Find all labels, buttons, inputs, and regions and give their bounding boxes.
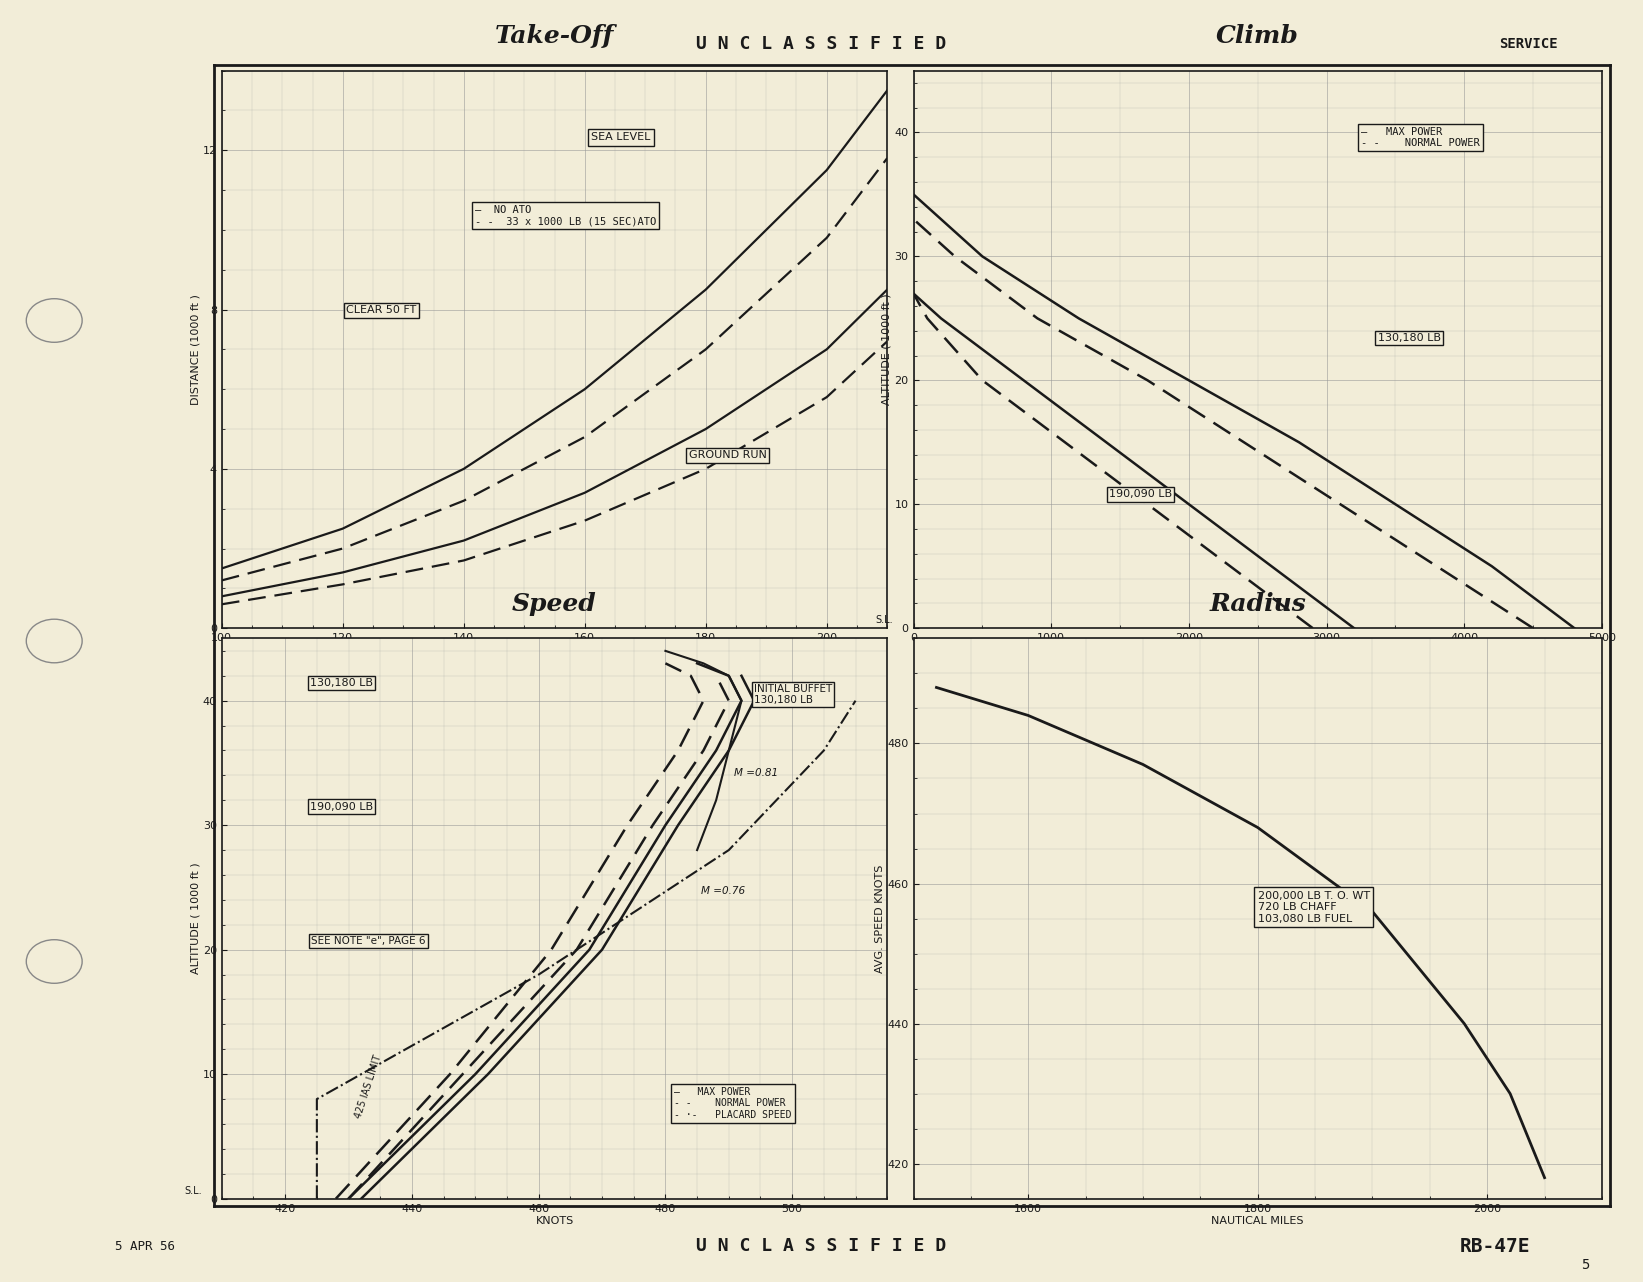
Text: 130,180 LB: 130,180 LB bbox=[311, 678, 373, 688]
Text: —  NO ATO
- -  33 x 1000 LB (15 SEC)ATO: — NO ATO - - 33 x 1000 LB (15 SEC)ATO bbox=[475, 205, 656, 227]
Text: 130,180 LB: 130,180 LB bbox=[1378, 333, 1441, 344]
Text: —   MAX POWER
- -    NORMAL POWER
- ·-   PLACARD SPEED: — MAX POWER - - NORMAL POWER - ·- PLACAR… bbox=[674, 1087, 792, 1120]
Text: SERVICE: SERVICE bbox=[1498, 37, 1558, 50]
X-axis label: KNOTS: KNOTS bbox=[536, 1217, 573, 1227]
Y-axis label: ALTITUDE ( 1000 ft ): ALTITUDE ( 1000 ft ) bbox=[191, 863, 200, 974]
Text: S.L.: S.L. bbox=[184, 1186, 202, 1196]
Text: 190,090 LB: 190,090 LB bbox=[311, 801, 373, 812]
Text: Radius: Radius bbox=[1209, 592, 1306, 617]
Text: U N C L A S S I F I E D: U N C L A S S I F I E D bbox=[697, 35, 946, 53]
Text: GROUND RUN: GROUND RUN bbox=[688, 450, 766, 460]
Text: 425 IAS LIMIT: 425 IAS LIMIT bbox=[353, 1054, 383, 1119]
Text: SEE NOTE "e", PAGE 6: SEE NOTE "e", PAGE 6 bbox=[311, 936, 426, 946]
Text: U N C L A S S I F I E D: U N C L A S S I F I E D bbox=[697, 1237, 946, 1255]
Text: 5 APR 56: 5 APR 56 bbox=[115, 1240, 176, 1253]
Text: Speed: Speed bbox=[513, 592, 596, 617]
Text: RB-47E: RB-47E bbox=[1461, 1237, 1530, 1255]
Text: CLEAR 50 FT: CLEAR 50 FT bbox=[347, 305, 417, 315]
Text: 200,000 LB T. O. WT
720 LB CHAFF
103,080 LB FUEL: 200,000 LB T. O. WT 720 LB CHAFF 103,080… bbox=[1259, 891, 1370, 924]
Text: M =0.76: M =0.76 bbox=[702, 886, 744, 896]
Text: Take-Off: Take-Off bbox=[495, 24, 614, 49]
Text: 190,090 LB: 190,090 LB bbox=[1109, 490, 1171, 500]
Text: SEA LEVEL: SEA LEVEL bbox=[591, 132, 651, 142]
X-axis label: RATE OF CLIMB-FT/MIN: RATE OF CLIMB-FT/MIN bbox=[1194, 646, 1321, 656]
Text: S.L.: S.L. bbox=[876, 615, 892, 626]
Text: M =0.81: M =0.81 bbox=[734, 768, 779, 778]
Y-axis label: DISTANCE (1000 ft ): DISTANCE (1000 ft ) bbox=[191, 294, 200, 405]
Y-axis label: ALTITUDE ( 1000 ft ): ALTITUDE ( 1000 ft ) bbox=[882, 294, 892, 405]
Text: INITIAL BUFFET
130,180 LB: INITIAL BUFFET 130,180 LB bbox=[754, 683, 833, 705]
Text: 5: 5 bbox=[1581, 1259, 1590, 1272]
Y-axis label: AVG. SPEED KNOTS: AVG. SPEED KNOTS bbox=[874, 864, 884, 973]
X-axis label: NAUTICAL MILES: NAUTICAL MILES bbox=[1211, 1217, 1305, 1227]
Text: —   MAX POWER
- -    NORMAL POWER: — MAX POWER - - NORMAL POWER bbox=[1360, 127, 1480, 149]
Text: Climb: Climb bbox=[1216, 24, 1300, 49]
X-axis label: GROSS WEIGHT ( 1000 lb ): GROSS WEIGHT ( 1000 lb ) bbox=[480, 646, 629, 656]
